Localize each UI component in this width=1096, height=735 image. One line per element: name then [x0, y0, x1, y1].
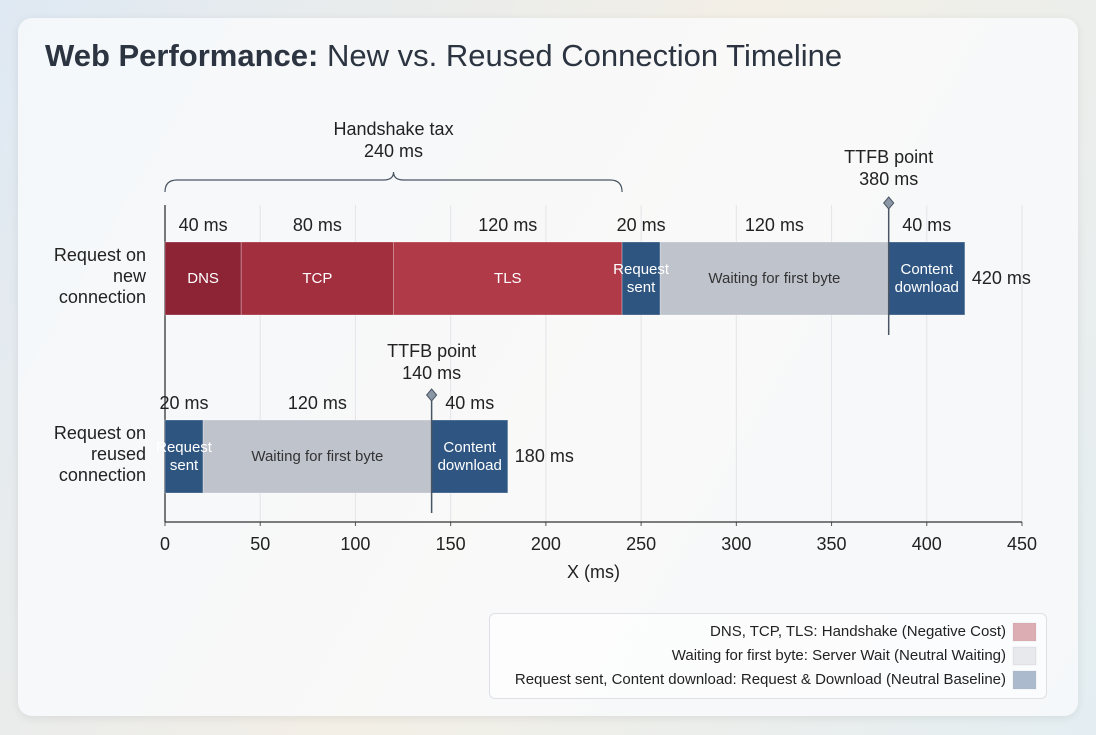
value-label: 120 ms	[478, 215, 538, 236]
marker-label: TTFB point	[387, 341, 477, 362]
card	[18, 18, 1078, 716]
x-tick-label: 150	[435, 534, 466, 555]
category-label: Request on new connection	[53, 245, 146, 307]
value-label: 80 ms	[292, 215, 342, 236]
segment-label: DNS	[187, 269, 219, 287]
segment-label: Waiting for first byte	[251, 447, 384, 465]
x-tick-label: 250	[626, 534, 657, 555]
value-label: 20 ms	[616, 215, 666, 236]
x-tick-label: 400	[911, 534, 942, 555]
x-tick-label: 50	[250, 534, 271, 555]
x-tick-label: 300	[721, 534, 752, 555]
x-tick-label: 100	[340, 534, 371, 555]
annotation-label: Handshake tax	[333, 119, 454, 140]
legend	[489, 613, 1047, 699]
x-tick-label: 200	[530, 534, 561, 555]
value-label: 120 ms	[744, 215, 804, 236]
segment-label: Request sent	[613, 260, 670, 296]
legend-label: Waiting for first byte: Server Wait (Neu…	[671, 647, 1006, 664]
marker-label: TTFB point	[844, 147, 934, 168]
segment-label: TLS	[494, 269, 522, 287]
bar-segment	[888, 241, 966, 316]
value-label: 20 ms	[159, 393, 209, 414]
segment-label: Waiting for first byte	[708, 269, 841, 287]
segment-label: Content download	[894, 260, 959, 296]
value-label: 40 ms	[902, 215, 952, 236]
bar-segment	[621, 241, 661, 316]
segment-label: Content download	[437, 438, 502, 474]
ttfb-diamond	[883, 196, 895, 210]
bar-segment	[659, 241, 890, 316]
ttfb-diamond	[425, 388, 438, 402]
legend-label: Request sent, Content download: Request …	[514, 671, 1006, 688]
chart-title: Web Performance: New vs. Reused Connecti…	[45, 38, 842, 74]
marker-value: 140 ms	[402, 363, 462, 384]
bar-segment	[393, 241, 623, 316]
value-label: 40 ms	[445, 393, 495, 414]
x-tick-label: 450	[1006, 534, 1038, 555]
segment-label: TCP	[302, 269, 333, 287]
x-tick-label: 0	[159, 534, 171, 555]
bar-segment	[431, 419, 509, 494]
annotation-brace	[164, 171, 623, 193]
legend-label: DNS, TCP, TLS: Handshake (Negative Cost)	[710, 623, 1006, 640]
bar-segment	[164, 241, 242, 316]
total-label: 180 ms	[514, 445, 574, 466]
category-label: Request on reused connection	[53, 423, 146, 485]
title-text: New vs. Reused Connection Timeline	[326, 38, 843, 73]
bar-segment	[164, 419, 204, 494]
bar-segment	[240, 241, 394, 316]
x-axis-label: X (ms)	[567, 562, 620, 583]
marker-value: 380 ms	[859, 169, 919, 190]
value-label: 120 ms	[287, 393, 347, 414]
bar-segment	[202, 419, 433, 494]
value-label: 40 ms	[178, 215, 228, 236]
annotation-value: 240 ms	[364, 141, 424, 162]
x-tick-label: 350	[816, 534, 847, 555]
segment-label: Request sent	[156, 438, 212, 474]
title-lead: Web Performance:	[45, 38, 319, 73]
total-label: 420 ms	[971, 267, 1031, 288]
